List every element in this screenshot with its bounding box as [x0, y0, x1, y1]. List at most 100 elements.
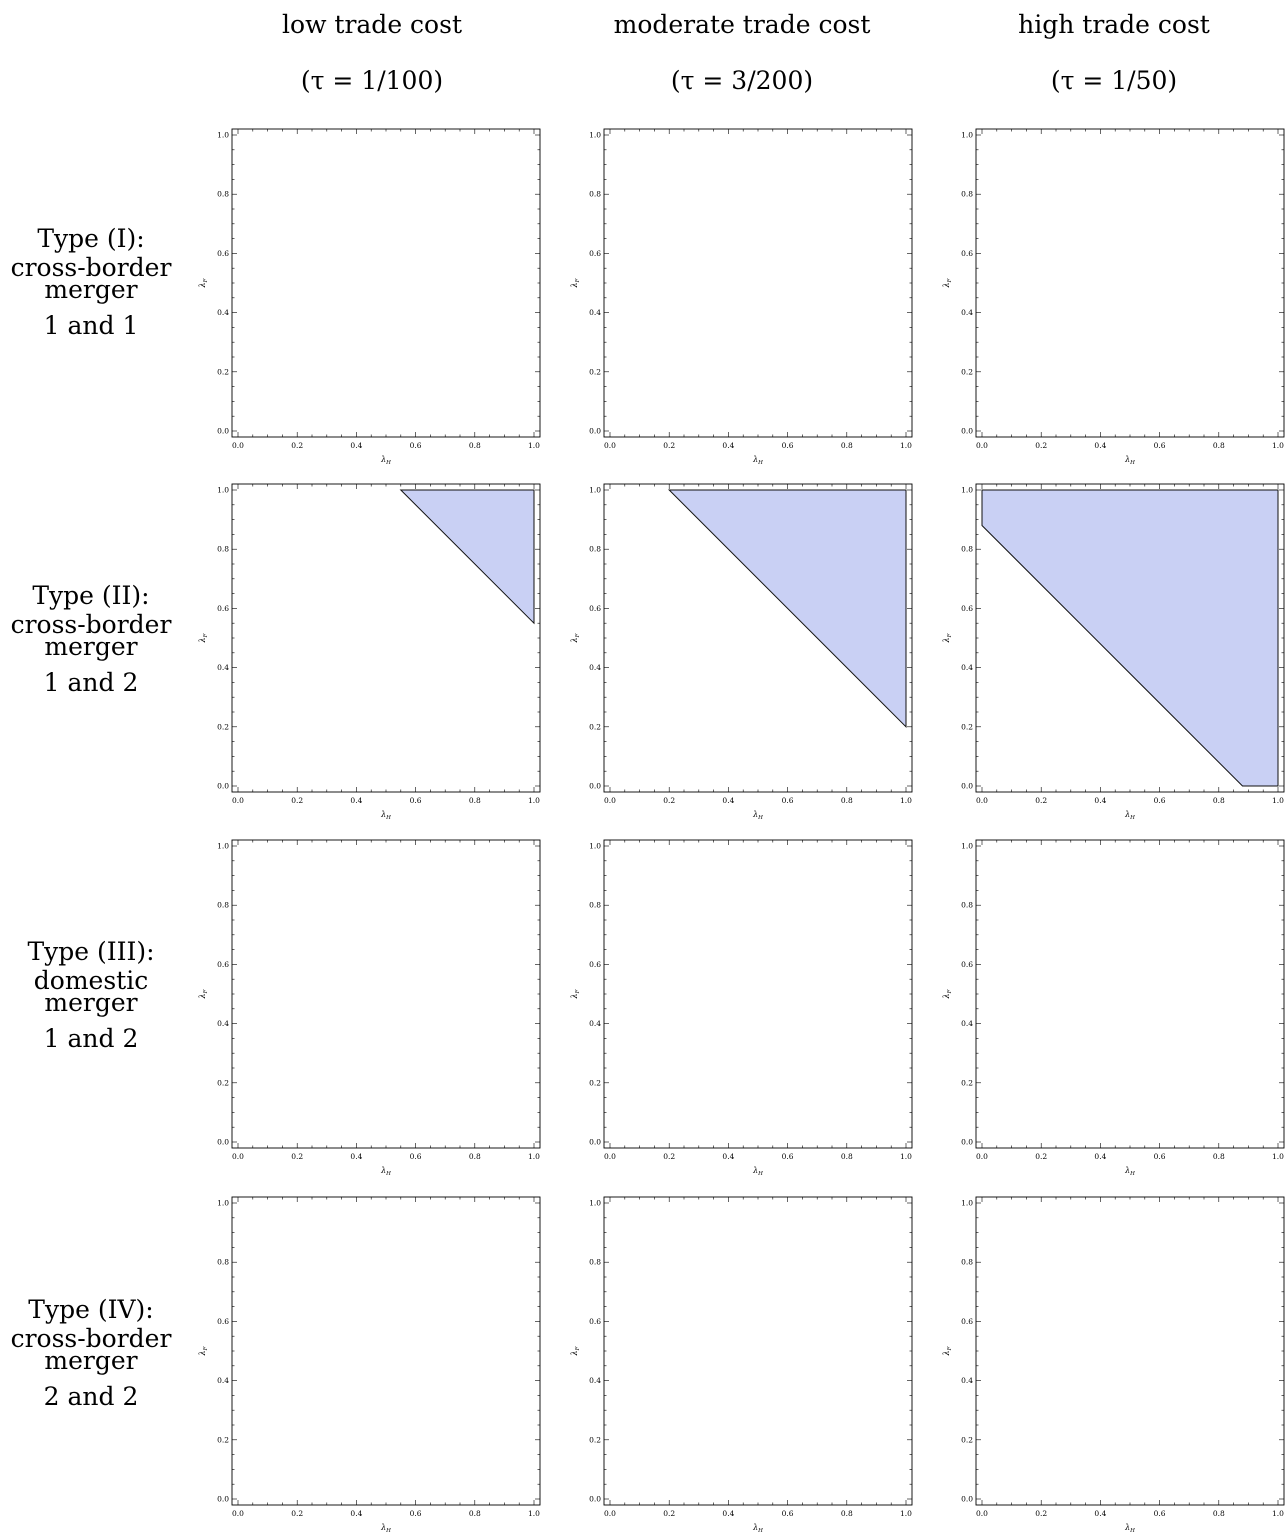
region-polygon-0	[981, 489, 1279, 787]
x-tick-label: 0.4	[1094, 441, 1106, 450]
x-tick-label: 1.0	[900, 796, 912, 805]
column-1-title: moderate trade cost	[614, 10, 871, 39]
y-tick-label: 0.6	[589, 604, 601, 613]
y-axis-label: λF	[198, 1346, 209, 1356]
y-tick-label: 1.0	[961, 486, 973, 495]
y-axis-label-sub: F	[203, 278, 209, 283]
y-tick-label: 0.6	[589, 960, 601, 969]
y-tick-label: 0.8	[589, 190, 601, 199]
x-tick-label: 0.4	[1094, 1152, 1106, 1161]
row-3-line-0: Type (IV):	[28, 1295, 153, 1324]
x-tick-label: 0.0	[976, 1152, 988, 1161]
x-tick-label: 0.8	[469, 441, 481, 450]
y-tick-label: 0.8	[217, 901, 229, 910]
region-polygon-0	[399, 489, 535, 625]
y-tick-label: 0.2	[961, 367, 973, 376]
y-axis-label-sub: F	[575, 1346, 581, 1351]
y-tick-label: 1.0	[961, 131, 973, 140]
y-tick-label: 1.0	[589, 486, 601, 495]
x-tick-label: 0.8	[469, 1509, 481, 1518]
y-tick-label: 0.6	[961, 1317, 973, 1326]
x-axis-label: λH	[380, 1523, 391, 1534]
y-tick-label: 0.6	[589, 1317, 601, 1326]
x-tick-label: 0.0	[232, 1509, 244, 1518]
y-axis-label-sub: F	[947, 989, 953, 994]
panel-r3-c2: 0.00.0 0.2 0.2 0.4 0.4 0.6 0.6 0.8 0.8 1.0 1.0 λH λF	[942, 1196, 1285, 1534]
region-polygon-0	[667, 489, 907, 729]
x-axis-label: λH	[752, 1523, 763, 1534]
x-tick-label: 0.8	[841, 441, 853, 450]
x-tick-label: 0.2	[1035, 441, 1047, 450]
y-tick-label: 0.4	[961, 308, 973, 317]
x-axis-label-sub: H	[385, 460, 391, 466]
row-2-line-0: Type (III):	[27, 937, 154, 966]
plot-frame	[975, 1196, 1285, 1506]
x-tick-label: 0.8	[469, 796, 481, 805]
y-tick-label: 1.0	[217, 1199, 229, 1208]
plot-frame	[231, 839, 541, 1149]
row-0-line-0: Type (I):	[37, 224, 144, 253]
y-tick-label: 0.4	[589, 1376, 601, 1385]
y-axis-label-sub: F	[947, 633, 953, 638]
y-tick-label: 0.4	[961, 1376, 973, 1385]
x-axis-label: λH	[752, 1166, 763, 1177]
y-tick-label: 1.0	[217, 842, 229, 851]
x-tick-label: 0.8	[1213, 1509, 1225, 1518]
y-axis-label: λF	[570, 278, 581, 288]
y-tick-label: 0.8	[217, 1258, 229, 1267]
y-tick-label: 0.2	[589, 1078, 601, 1087]
y-axis-label: λF	[942, 1346, 953, 1356]
y-axis-label: λF	[570, 633, 581, 643]
x-tick-label: 0.0	[976, 441, 988, 450]
row-2-line-2: merger	[44, 988, 137, 1017]
y-tick-label: 0.6	[217, 249, 229, 258]
x-axis-label: λH	[752, 455, 763, 466]
row-3-line-3: 2 and 2	[44, 1382, 139, 1411]
column-1-param: (τ = 3/200)	[671, 66, 813, 95]
x-tick-label: 0.2	[663, 1509, 675, 1518]
y-axis-label-sub: F	[575, 633, 581, 638]
y-tick-label: 0.4	[217, 1376, 229, 1385]
x-tick-label: 1.0	[528, 796, 540, 805]
x-tick-label: 0.4	[722, 441, 734, 450]
y-tick-label: 0.0	[217, 782, 229, 791]
x-tick-label: 0.0	[604, 1509, 616, 1518]
x-tick-label: 1.0	[528, 1152, 540, 1161]
x-tick-label: 0.2	[1035, 1152, 1047, 1161]
x-axis-label: λH	[1124, 1166, 1135, 1177]
row-labels: Type (I): cross-border merger 1 and 1 Ty…	[11, 224, 172, 1411]
x-tick-label: 0.4	[1094, 1509, 1106, 1518]
x-tick-label: 0.8	[1213, 796, 1225, 805]
y-tick-label: 0.0	[217, 1138, 229, 1147]
panel-r1-c1: 0.00.0 0.2 0.2 0.4 0.4 0.6 0.6 0.8 0.8 1.0 1.0 λH λF	[570, 483, 913, 821]
x-tick-label: 0.8	[841, 796, 853, 805]
x-axis-label: λH	[1124, 810, 1135, 821]
y-tick-label: 0.2	[589, 722, 601, 731]
x-tick-label: 0.2	[663, 796, 675, 805]
x-axis-label: λH	[1124, 1523, 1135, 1534]
y-tick-label: 0.8	[961, 1258, 973, 1267]
y-axis-label: λF	[942, 633, 953, 643]
y-axis-label: λF	[570, 1346, 581, 1356]
row-1-line-3: 1 and 2	[44, 668, 139, 697]
y-tick-label: 0.6	[961, 960, 973, 969]
x-axis-label-sub: H	[757, 815, 763, 821]
y-tick-label: 0.0	[589, 427, 601, 436]
panel-r2-c2: 0.00.0 0.2 0.2 0.4 0.4 0.6 0.6 0.8 0.8 1.0 1.0 λH λF	[942, 839, 1285, 1177]
y-tick-label: 0.0	[961, 427, 973, 436]
y-tick-label: 0.8	[589, 545, 601, 554]
y-tick-label: 0.0	[961, 1138, 973, 1147]
x-axis-label-sub: H	[1129, 1528, 1135, 1534]
x-tick-label: 0.4	[350, 1152, 362, 1161]
y-tick-label: 0.0	[589, 1138, 601, 1147]
row-3-line-2: merger	[44, 1346, 137, 1375]
panel-r0-c1: 0.00.0 0.2 0.2 0.4 0.4 0.6 0.6 0.8 0.8 1.0 1.0 λH λF	[570, 128, 913, 466]
y-tick-label: 1.0	[589, 842, 601, 851]
panel-grid: 0.00.00.20.20.40.40.60.60.80.81.01.0λHλF…	[198, 128, 1285, 1534]
x-tick-label: 0.2	[663, 441, 675, 450]
panel-r2-c1: 0.00.0 0.2 0.2 0.4 0.4 0.6 0.6 0.8 0.8 1.0 1.0 λH λF	[570, 839, 913, 1177]
x-tick-label: 0.2	[291, 1152, 303, 1161]
x-axis-label: λH	[380, 810, 391, 821]
y-tick-label: 0.8	[961, 190, 973, 199]
y-tick-label: 0.8	[217, 545, 229, 554]
